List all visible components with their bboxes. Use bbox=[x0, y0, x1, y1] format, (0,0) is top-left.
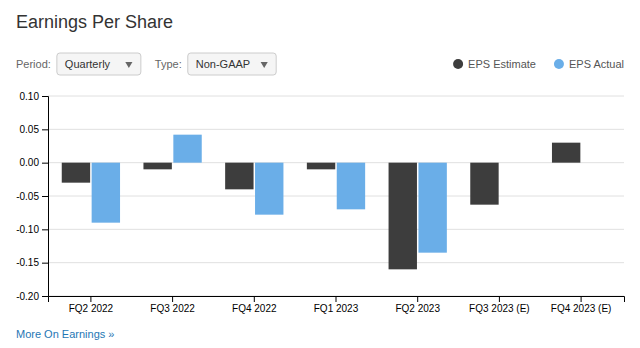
dropdown-value: Non-GAAP bbox=[196, 58, 250, 70]
bar bbox=[143, 163, 171, 170]
bar bbox=[62, 163, 90, 183]
y-tick: 0.00 bbox=[20, 157, 48, 168]
chart-svg: Earnings Per Share Period: Quarterly Type: N… bbox=[0, 0, 640, 348]
bar bbox=[389, 163, 417, 270]
grid-line bbox=[48, 96, 624, 97]
y-tick-label: -0.05 bbox=[16, 191, 39, 202]
control-label: Period: bbox=[16, 58, 51, 70]
bar bbox=[337, 163, 365, 210]
legend-item: EPS Estimate bbox=[453, 58, 536, 70]
x-tick-label: FQ3 2023 (E) bbox=[469, 303, 530, 314]
grid-line bbox=[48, 262, 624, 263]
x-axis-domain bbox=[49, 297, 625, 303]
y-tick-label: -0.10 bbox=[16, 224, 39, 235]
x-tick-mark bbox=[336, 296, 337, 302]
x-tick-mark bbox=[417, 296, 418, 302]
x-tick-label: FQ4 2023 (E) bbox=[551, 303, 612, 314]
grid-line bbox=[48, 162, 624, 163]
y-tick: -0.05 bbox=[16, 191, 48, 202]
dropdown-box bbox=[57, 53, 141, 75]
grid-line bbox=[48, 196, 624, 197]
x-tick-mark bbox=[90, 296, 91, 302]
legend: EPS Estimate EPS Actual bbox=[453, 58, 624, 70]
legend-label: EPS Actual bbox=[569, 58, 624, 70]
bar-series bbox=[62, 143, 581, 270]
grid bbox=[48, 96, 624, 296]
bar bbox=[307, 163, 335, 170]
y-tick-mark bbox=[42, 129, 48, 130]
legend-item: EPS Actual bbox=[554, 58, 624, 70]
x-tick: FQ2 2023 bbox=[395, 296, 440, 314]
x-tick-label: FQ2 2023 bbox=[395, 303, 440, 314]
y-tick-mark bbox=[42, 96, 48, 97]
bar bbox=[552, 143, 580, 163]
y-tick-mark bbox=[42, 163, 48, 164]
y-tick-label: 0.05 bbox=[20, 124, 40, 135]
more-link: More On Earnings » bbox=[16, 328, 114, 340]
chart-container: Earnings Per Share Period: Quarterly Type: N… bbox=[0, 0, 640, 348]
y-axis: -0.20 -0.15 -0.10 -0.05 0.00 0.05 0.10 bbox=[16, 91, 48, 302]
control-label: Type: bbox=[155, 58, 182, 70]
y-tick-mark bbox=[42, 196, 48, 197]
y-tick-mark bbox=[42, 229, 48, 230]
x-tick-label: FQ2 2022 bbox=[69, 303, 114, 314]
dropdown: Non-GAAP bbox=[188, 53, 276, 75]
title: Earnings Per Share bbox=[16, 12, 173, 32]
bar bbox=[173, 135, 201, 163]
y-tick: -0.15 bbox=[16, 257, 48, 268]
bar bbox=[470, 163, 498, 205]
y-tick-label: -0.20 bbox=[16, 291, 39, 302]
bars bbox=[62, 135, 581, 270]
y-tick: -0.20 bbox=[16, 291, 48, 302]
y-tick: -0.10 bbox=[16, 224, 48, 235]
y-tick-mark bbox=[42, 296, 48, 297]
plot-area: -0.20 -0.15 -0.10 -0.05 0.00 0.05 0.10 FQ2 2022… bbox=[16, 91, 624, 314]
x-tick: FQ2 2022 bbox=[69, 296, 114, 314]
bar bbox=[418, 163, 446, 253]
bar-series bbox=[92, 135, 447, 253]
legend-swatch bbox=[453, 59, 463, 69]
x-tick-mark bbox=[172, 296, 173, 302]
x-tick-label: FQ4 2022 bbox=[232, 303, 277, 314]
y-tick-label: 0.00 bbox=[20, 157, 40, 168]
dropdown-arrow bbox=[261, 62, 268, 68]
dropdown-box bbox=[188, 53, 276, 75]
x-tick: FQ1 2023 bbox=[314, 296, 359, 314]
x-tick-label: FQ3 2022 bbox=[150, 303, 195, 314]
x-tick-mark bbox=[499, 296, 500, 302]
y-axis-domain bbox=[42, 97, 49, 297]
bar bbox=[92, 163, 120, 223]
grid-line bbox=[48, 129, 624, 130]
x-tick-label: FQ1 2023 bbox=[314, 303, 359, 314]
x-tick: FQ3 2023 (E) bbox=[469, 296, 530, 314]
bar bbox=[225, 163, 253, 190]
bar bbox=[255, 163, 283, 215]
y-tick-mark bbox=[42, 263, 48, 264]
legend-label: EPS Estimate bbox=[468, 58, 536, 70]
x-tick: FQ3 2022 bbox=[150, 296, 195, 314]
x-tick-mark bbox=[581, 296, 582, 302]
dropdown: Quarterly bbox=[57, 53, 141, 75]
y-tick: 0.10 bbox=[20, 91, 48, 102]
x-tick-mark bbox=[254, 296, 255, 302]
dropdown-value: Quarterly bbox=[65, 58, 111, 70]
grid-line bbox=[48, 229, 624, 230]
x-tick: FQ4 2022 bbox=[232, 296, 277, 314]
legend-swatch bbox=[554, 59, 564, 69]
y-tick-label: 0.10 bbox=[20, 91, 40, 102]
y-tick: 0.05 bbox=[20, 124, 48, 135]
dropdown-arrow bbox=[125, 62, 132, 68]
x-tick: FQ4 2023 (E) bbox=[551, 296, 612, 314]
y-tick-label: -0.15 bbox=[16, 257, 39, 268]
x-axis: FQ2 2022 FQ3 2022 FQ4 2022 FQ1 2023 FQ2 2023… bbox=[49, 296, 625, 314]
